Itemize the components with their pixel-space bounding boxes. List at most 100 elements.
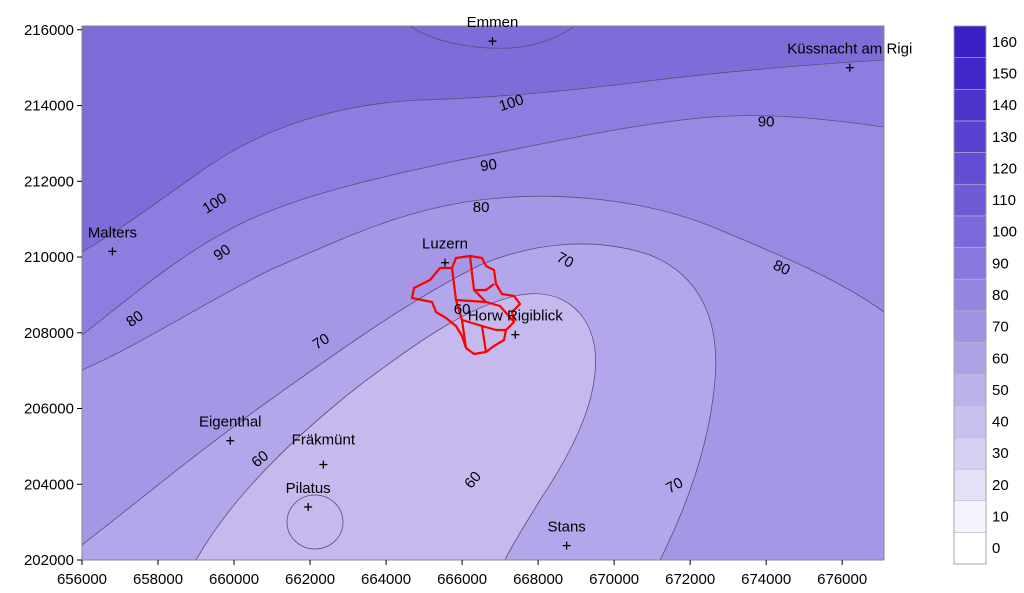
place-label: Luzern [422, 236, 468, 253]
place-marker: Horw Rigiblick [468, 308, 564, 339]
place-label: Fräkmünt [292, 432, 356, 449]
y-tick-label: 216000 [24, 22, 74, 39]
contour-bands [82, 26, 884, 560]
legend-swatch [953, 215, 987, 248]
boundary-inner-2 [455, 298, 515, 323]
contour-line-70 [82, 243, 717, 560]
legend-swatch [953, 437, 987, 470]
x-tick-label: 658000 [133, 571, 183, 588]
x-axis: 656000 658000 660000 662000 664000 666000 6680… [57, 560, 867, 588]
legend-frame [953, 25, 987, 565]
legend-label: 70 [992, 319, 1009, 336]
legend-label: 130 [992, 129, 1017, 146]
contour-label: 70 [310, 330, 333, 353]
place-marker: Pilatus [286, 480, 331, 511]
legend-label: 0 [992, 540, 1000, 557]
x-tick-label: 656000 [57, 571, 107, 588]
y-tick-label: 210000 [24, 249, 74, 266]
legend-swatch [953, 468, 987, 502]
legend-swatch [953, 373, 987, 407]
contour-label: 80 [770, 257, 792, 279]
boundary-inner-3 [461, 318, 506, 332]
y-tick-label: 204000 [24, 476, 74, 493]
place-marker: Luzern [422, 236, 468, 267]
boundary-inner-4 [480, 325, 488, 353]
place-marker: Malters [88, 224, 137, 256]
x-tick-label: 664000 [361, 571, 411, 588]
legend-label: 50 [992, 382, 1009, 399]
place-label: Küssnacht am Rigi [787, 41, 912, 58]
place-marker: Emmen [467, 14, 519, 46]
legend-label: 140 [992, 97, 1017, 114]
place-label: Stans [547, 519, 585, 536]
legend-label: 60 [992, 350, 1009, 367]
x-tick-label: 672000 [665, 571, 715, 588]
contour-lines [82, 26, 884, 560]
color-legend: 0 10 20 30 40 50 60 70 80 90 100 110 120 130 140 150 160 [953, 25, 1017, 565]
x-tick-label: 660000 [209, 571, 259, 588]
place-label: Pilatus [286, 480, 331, 497]
legend-label: 20 [992, 477, 1009, 494]
contour-line-90 [82, 115, 884, 336]
x-tick-label: 662000 [285, 571, 335, 588]
legend-swatch [953, 57, 987, 90]
contour-line-100 [82, 59, 884, 253]
contour-label: 80 [123, 307, 146, 330]
contour-line-80 [82, 195, 884, 371]
municipality-boundary [410, 254, 522, 356]
legend-label: 160 [992, 34, 1017, 51]
x-tick-label: 674000 [741, 571, 791, 588]
place-label: Horw Rigiblick [468, 308, 564, 325]
place-label: Emmen [467, 14, 519, 31]
contour-label: 90 [211, 241, 234, 264]
band-50-60 [196, 293, 596, 560]
legend-swatch [953, 342, 987, 375]
boundary-inner-6 [474, 283, 495, 292]
legend-swatch [953, 183, 987, 217]
y-tick-label: 206000 [24, 401, 74, 418]
y-tick-label: 202000 [24, 552, 74, 569]
x-tick-label: 666000 [437, 571, 487, 588]
x-tick-label: 670000 [589, 571, 639, 588]
contour-label: 90 [479, 156, 498, 175]
legend-label: 10 [992, 509, 1009, 526]
band-100-110 [82, 26, 884, 252]
contour-line-110 [409, 26, 576, 49]
place-markers: Emmen Küssnacht am Rigi Malters Luzern Horw … [88, 14, 912, 550]
contour-line-60 [195, 293, 596, 560]
legend-swatch [953, 405, 987, 438]
place-label: Malters [88, 224, 137, 241]
place-label: Eigenthal [199, 414, 262, 431]
contour-label: 60 [454, 301, 471, 318]
y-tick-label: 212000 [24, 173, 74, 190]
legend-swatch [953, 247, 987, 280]
x-tick-label: 668000 [513, 571, 563, 588]
contour-label: 70 [663, 474, 686, 497]
y-tick-label: 208000 [24, 325, 74, 342]
legend-label: 100 [992, 224, 1017, 241]
legend-swatch [953, 310, 987, 343]
legend-swatch [953, 120, 987, 153]
y-axis: 202000 204000 206000 208000 210000 212000 2140… [24, 22, 82, 569]
plot-frame [81, 25, 885, 561]
legend-swatch [953, 152, 987, 185]
legend-label: 90 [992, 255, 1009, 272]
legend-label: 40 [992, 414, 1009, 431]
legend-swatch [953, 88, 987, 122]
legend-swatch [953, 532, 987, 565]
y-tick-label: 214000 [24, 98, 74, 115]
legend-label: 120 [992, 160, 1017, 177]
place-marker: Eigenthal [199, 414, 262, 445]
place-marker: Küssnacht am Rigi [787, 41, 912, 72]
legend-label: 80 [992, 287, 1009, 304]
place-marker: Fräkmünt [292, 432, 356, 469]
legend-swatch [953, 25, 987, 58]
legend-label: 110 [992, 192, 1016, 209]
legend-swatch [953, 278, 987, 312]
legend-label: 30 [992, 445, 1009, 462]
contour-label: 90 [758, 114, 775, 131]
contour-label: 100 [497, 91, 526, 115]
x-tick-label: 676000 [817, 571, 867, 588]
